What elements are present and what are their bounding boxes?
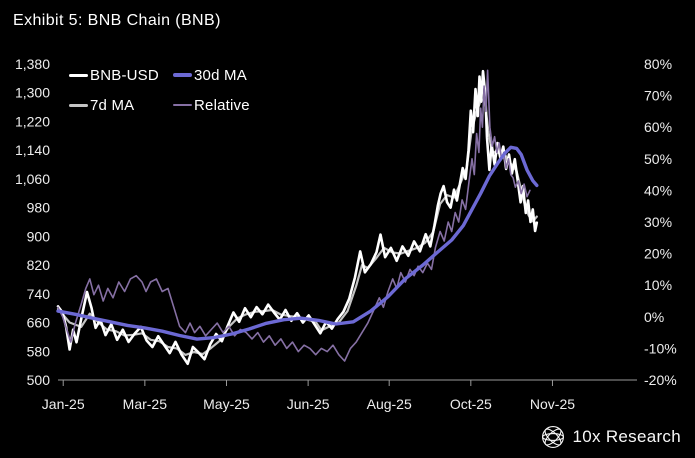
series-line-7d-ma xyxy=(56,98,538,356)
y-axis-label-left: 1,300 xyxy=(15,85,50,101)
y-axis-label-left: 660 xyxy=(27,315,51,331)
x-axis-label: Aug-25 xyxy=(367,396,412,412)
y-axis-label-left: 820 xyxy=(27,257,51,273)
y-axis-label-left: 1,220 xyxy=(15,113,50,129)
legend-label-7d-ma: 7d MA xyxy=(90,96,135,114)
y-axis-label-right: -20% xyxy=(644,372,677,388)
y-axis-label-left: 1,380 xyxy=(15,56,50,72)
series-line-bnb-usd xyxy=(56,69,539,366)
series-line-30d-ma xyxy=(56,145,539,341)
chart-legend: BNB-USD 30d MA 7d MA Relative xyxy=(69,62,250,118)
y-axis-label-right: 40% xyxy=(644,182,672,198)
x-axis-label: Jun-25 xyxy=(287,396,330,412)
y-axis-label-right: 80% xyxy=(644,56,672,72)
brand-footer: 10x Research xyxy=(541,425,682,449)
legend-swatch-30d-ma xyxy=(173,73,192,77)
y-axis-label-left: 740 xyxy=(27,286,51,302)
globe-icon xyxy=(541,426,564,448)
y-axis-label-right: 50% xyxy=(644,151,672,167)
x-axis-label: Nov-25 xyxy=(530,396,575,412)
chart-title: Exhibit 5: BNB Chain (BNB) xyxy=(13,12,221,29)
y-axis-label-right: 0% xyxy=(644,309,664,325)
x-axis-label: May-25 xyxy=(203,396,250,412)
y-axis-label-right: 70% xyxy=(644,88,672,104)
x-axis-label: Mar-25 xyxy=(123,396,168,412)
legend-item-bnb-usd: BNB-USD xyxy=(69,62,173,88)
y-axis-label-right: 10% xyxy=(644,277,672,293)
y-axis-label-left: 500 xyxy=(27,372,51,388)
legend-swatch-bnb-usd xyxy=(69,73,88,77)
y-axis-label-left: 900 xyxy=(27,228,51,244)
legend-item-7d-ma: 7d MA xyxy=(69,92,173,118)
legend-item-30d-ma: 30d MA xyxy=(173,62,250,88)
y-axis-label-right: 30% xyxy=(644,214,672,230)
y-axis-label-left: 980 xyxy=(27,200,51,216)
legend-swatch-relative xyxy=(173,104,192,106)
legend-swatch-7d-ma xyxy=(69,103,88,107)
y-axis-label-left: 1,060 xyxy=(15,171,50,187)
brand-text: 10x Research xyxy=(572,427,681,446)
series-line-relative xyxy=(57,69,531,362)
legend-item-relative: Relative xyxy=(173,92,250,118)
legend-label-30d-ma: 30d MA xyxy=(194,66,247,84)
y-axis-label-left: 1,140 xyxy=(15,142,50,158)
legend-label-bnb-usd: BNB-USD xyxy=(90,66,159,84)
y-axis-label-right: -10% xyxy=(644,340,677,356)
x-axis-label: Oct-25 xyxy=(450,396,492,412)
y-axis-label-left: 580 xyxy=(27,343,51,359)
legend-label-relative: Relative xyxy=(194,96,250,114)
x-axis-label: Jan-25 xyxy=(42,396,85,412)
y-axis-label-right: 20% xyxy=(644,246,672,262)
y-axis-label-right: 60% xyxy=(644,119,672,135)
